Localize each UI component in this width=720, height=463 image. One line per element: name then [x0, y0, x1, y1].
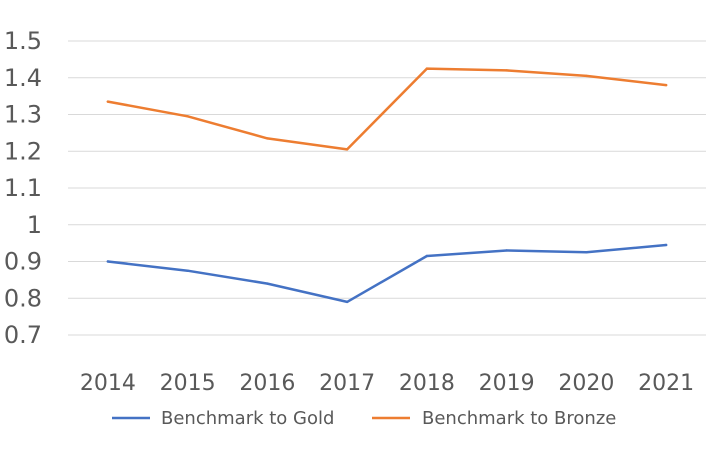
data-point — [106, 100, 110, 103]
y-tick-label: 0.8 — [4, 284, 42, 312]
data-point — [505, 249, 508, 252]
x-tick-label: 2015 — [160, 371, 216, 396]
y-tick-label: 1.4 — [4, 64, 42, 92]
series-line-benchmark-to-bronze — [106, 67, 668, 151]
data-point — [186, 115, 189, 118]
data-point — [425, 67, 429, 70]
y-tick-label: 0.7 — [4, 321, 42, 349]
data-point — [505, 69, 508, 72]
x-axis-ticks: 2014 2015 2016 2017 2018 2019 2020 2021 — [80, 371, 694, 396]
data-point — [585, 74, 588, 78]
series-line-benchmark-to-gold — [106, 243, 668, 304]
y-axis-ticks: 0.7 0.8 0.9 1 1.1 1.2 1.3 1.4 1.5 — [4, 27, 42, 349]
data-point — [585, 251, 588, 254]
x-tick-label: 2021 — [638, 371, 694, 396]
gridlines — [68, 40, 706, 336]
data-point — [664, 243, 668, 247]
legend-label-benchmark-to-bronze: Benchmark to Bronze — [422, 408, 616, 429]
y-tick-label: 1.2 — [4, 137, 42, 165]
data-point — [345, 300, 349, 304]
y-tick-label: 1 — [27, 211, 42, 239]
legend: Benchmark to Gold Benchmark to Bronze — [112, 408, 616, 429]
y-tick-label: 0.9 — [4, 248, 42, 276]
y-tick-label: 1.3 — [4, 101, 42, 129]
legend-label-benchmark-to-gold: Benchmark to Gold — [161, 408, 334, 429]
x-tick-label: 2017 — [319, 371, 375, 396]
data-point — [425, 254, 429, 258]
x-tick-label: 2020 — [558, 371, 614, 396]
data-point — [664, 83, 668, 87]
data-point — [106, 260, 110, 263]
x-tick-label: 2019 — [479, 371, 535, 396]
x-tick-label: 2016 — [239, 371, 295, 396]
data-point — [186, 269, 189, 272]
data-point — [345, 148, 349, 151]
series-lines — [106, 67, 668, 304]
x-tick-label: 2014 — [80, 371, 136, 396]
data-point — [266, 282, 269, 285]
y-tick-label: 1.1 — [4, 174, 42, 202]
data-point — [266, 137, 269, 140]
y-tick-label: 1.5 — [4, 27, 42, 55]
x-tick-label: 2018 — [399, 371, 455, 396]
